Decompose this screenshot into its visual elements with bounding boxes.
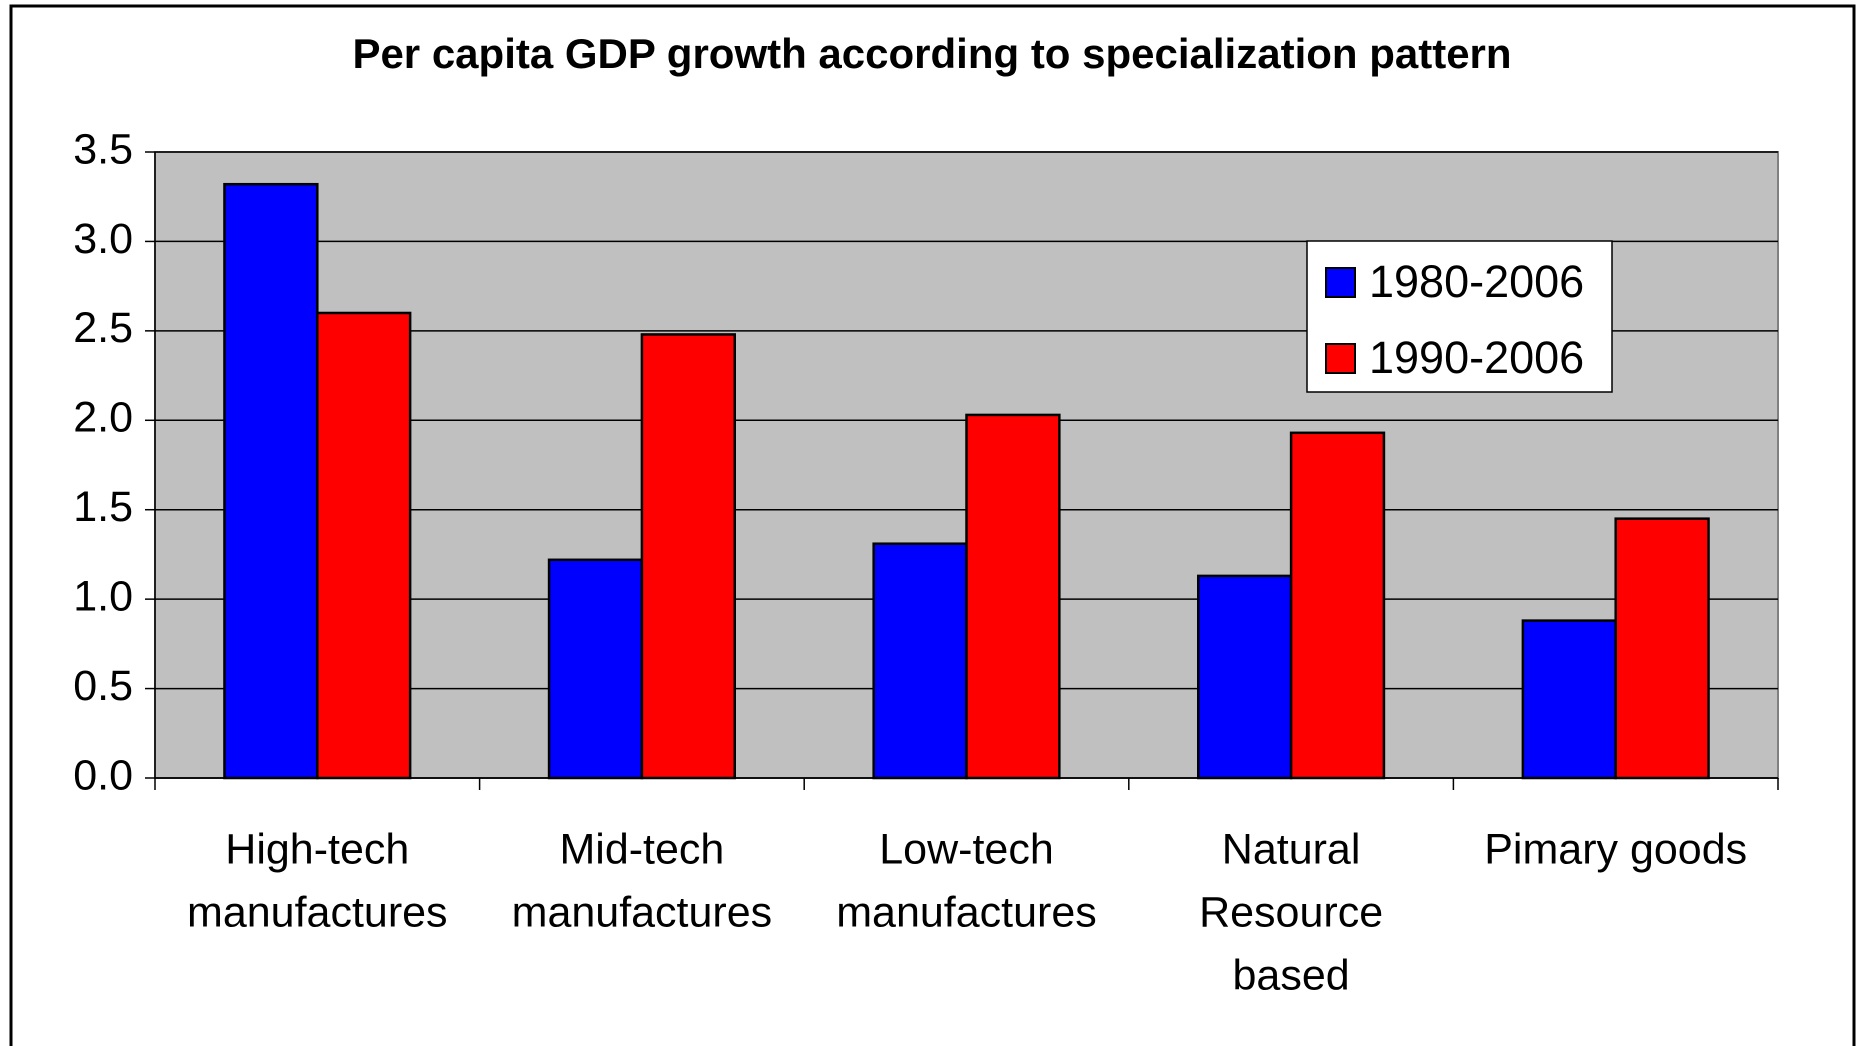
legend-swatch bbox=[1325, 343, 1356, 374]
y-tick-label: 2.5 bbox=[73, 304, 133, 352]
bar bbox=[640, 333, 736, 780]
x-tick-label: Natural bbox=[1222, 825, 1361, 873]
x-tick-label: Mid-tech bbox=[559, 825, 724, 873]
x-tick-label: manufactures bbox=[512, 888, 773, 936]
x-tick-label: High-tech bbox=[225, 825, 409, 873]
legend-label: 1990-2006 bbox=[1369, 332, 1584, 383]
x-tick-label: Resource bbox=[1199, 888, 1383, 936]
bar bbox=[547, 558, 644, 780]
y-tick-label: 1.0 bbox=[73, 573, 133, 621]
legend-label: 1980-2006 bbox=[1369, 256, 1584, 307]
x-tick-label: Low-tech bbox=[879, 825, 1053, 873]
bar bbox=[1521, 619, 1617, 780]
y-tick-label: 1.5 bbox=[73, 483, 133, 531]
y-tick-label: 0.5 bbox=[73, 662, 133, 710]
bar bbox=[1289, 431, 1386, 780]
bar bbox=[223, 182, 319, 780]
y-tick-label: 3.0 bbox=[73, 215, 133, 263]
y-tick-label: 2.0 bbox=[73, 394, 133, 442]
legend-swatch bbox=[1325, 267, 1356, 298]
x-tick-label: manufactures bbox=[187, 888, 448, 936]
x-tick-label: manufactures bbox=[836, 888, 1097, 936]
bar bbox=[1614, 517, 1710, 780]
bar bbox=[965, 413, 1061, 780]
x-tick-label: Pimary goods bbox=[1484, 825, 1747, 873]
x-tick-label: based bbox=[1233, 951, 1350, 999]
bar bbox=[316, 311, 412, 780]
y-tick-label: 0.0 bbox=[73, 751, 133, 799]
y-tick-label: 3.5 bbox=[73, 125, 133, 173]
bar bbox=[1197, 574, 1293, 780]
chart-title: Per capita GDP growth according to speci… bbox=[352, 30, 1511, 77]
legend-box bbox=[1306, 240, 1613, 393]
bar bbox=[872, 542, 968, 780]
